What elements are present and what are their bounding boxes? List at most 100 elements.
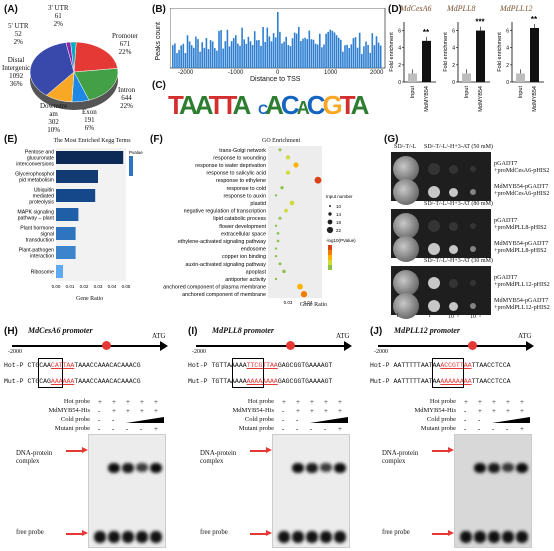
promoter-start-label: -2000 xyxy=(8,349,22,355)
complex-arrowhead xyxy=(448,447,454,453)
emsa-condition-sign: - xyxy=(98,407,101,415)
go-dot xyxy=(274,255,278,258)
free-probe-band xyxy=(108,531,120,543)
emsa-condition-sign: + xyxy=(338,407,342,415)
tss-bar xyxy=(195,36,197,68)
emsa-condition-sign: + xyxy=(310,398,314,406)
yeast-colony-spot xyxy=(470,303,476,309)
fold-ytick-label: 0 xyxy=(452,80,455,86)
go-plot-bg xyxy=(268,146,322,298)
pie-label-promoter: Promoter 671 22% xyxy=(112,32,139,56)
go-term-label: response to auxin xyxy=(223,193,266,199)
emsa-promoter-title: MdPLL12 promoter xyxy=(394,326,460,335)
emsa-condition-sign: - xyxy=(464,425,467,433)
go-dot xyxy=(314,176,322,184)
yeast-row-label: MdMYB54-pGADT7 +proMdCesA6-pHIS2 xyxy=(494,183,549,197)
go-xtick: 0.03 xyxy=(284,300,293,304)
yeast-header-1: SD/-T/-L/-H+3-AT (50 mM) xyxy=(424,144,493,150)
tss-bar xyxy=(220,30,222,68)
go-size-legend-label: 14 xyxy=(336,212,342,217)
emsa-condition-sign: + xyxy=(338,398,342,406)
tss-bar xyxy=(270,41,273,68)
yeast-label-line1: pGADT7 xyxy=(494,217,518,224)
fold-ytick-label: 6 xyxy=(452,29,455,35)
pie-label-exon: Exon 191 6% xyxy=(82,108,97,132)
hot-probe-label: Hot-P xyxy=(188,362,208,369)
yeast-label-line1: pGADT7 xyxy=(494,160,518,167)
tss-bar xyxy=(316,44,319,68)
emsa-condition-sign: - xyxy=(98,425,101,433)
tss-bar xyxy=(272,33,275,68)
tss-bar xyxy=(190,45,193,68)
tss-bar xyxy=(344,45,346,68)
atg-arrow xyxy=(344,341,352,351)
go-dot xyxy=(297,283,303,290)
emsa-condition-label: Hot probe xyxy=(63,398,90,405)
emsa-condition-sign: + xyxy=(126,407,130,415)
go-dot xyxy=(284,208,288,213)
tss-bar xyxy=(218,30,220,68)
tss-bar xyxy=(203,47,206,68)
dna-protein-complex-band xyxy=(474,463,486,473)
kegg-term-label: Glycerophosphol xyxy=(15,172,54,178)
free-probe-band xyxy=(488,531,500,543)
kegg-term-label: MAPK signaling xyxy=(17,210,54,216)
tss-bar xyxy=(180,45,182,68)
yeast-colony-spot xyxy=(428,186,440,198)
yeast-label-line2: +proMdCesA6-pHIS2 xyxy=(494,190,550,197)
kegg-bar xyxy=(56,265,63,278)
emsa-condition-sign: + xyxy=(520,425,524,433)
complex-label-line2: complex xyxy=(382,458,406,465)
go-term-label: antiporter activity xyxy=(225,277,266,283)
panel-label-b: (B) xyxy=(152,4,166,15)
fold-group-label: MdMYB54 xyxy=(424,86,430,112)
emsa-condition-label: Cold probe xyxy=(244,416,274,423)
go-dot xyxy=(300,291,308,298)
kegg-bar xyxy=(56,189,96,202)
dna-protein-complex-band xyxy=(122,463,134,473)
tss-bar xyxy=(285,36,287,68)
emsa-condition-sign: - xyxy=(478,425,481,433)
dna-protein-complex-band xyxy=(292,463,304,473)
go-dot xyxy=(274,194,278,197)
yeast-colony-spot xyxy=(470,246,476,252)
kegg-term-label: pathway – plant xyxy=(18,216,55,222)
emsa-condition-sign: - xyxy=(478,416,481,424)
tss-bar xyxy=(193,47,195,68)
free-probe-band xyxy=(150,531,162,543)
tss-bar xyxy=(245,43,248,68)
kegg-xtick: 0.01 xyxy=(66,284,75,289)
kegg-legend-gradient xyxy=(129,156,133,176)
go-term-label: response to water deprivation xyxy=(195,163,266,169)
tss-bar xyxy=(211,41,214,68)
free-probe-band xyxy=(320,531,332,543)
emsa-condition-sign: - xyxy=(140,425,143,433)
go-size-legend-label: 22 xyxy=(336,228,342,233)
emsa-condition-sign: + xyxy=(140,398,144,406)
go-color-legend-swatch xyxy=(328,260,332,265)
tss-bar xyxy=(247,36,250,68)
emsa-condition-sign: + xyxy=(296,407,300,415)
go-dot xyxy=(278,262,282,266)
pie-label-downstream: Downstre am 302 10% xyxy=(40,102,68,134)
emsa-condition-sign: + xyxy=(112,407,116,415)
fold-ytick-label: 2 xyxy=(506,63,509,69)
tss-bar xyxy=(209,40,212,68)
kegg-term-label: pid metabolism xyxy=(19,178,54,184)
tss-bar xyxy=(356,47,359,68)
emsa-condition-sign: - xyxy=(492,425,495,433)
yeast-label-line2: +proMdPLL12-pHIS2 xyxy=(494,281,550,288)
yeast-colony-control xyxy=(393,179,419,205)
emsa-condition-sign: + xyxy=(506,407,510,415)
tss-bar xyxy=(304,37,306,68)
yeast-label-line2: +proMdCesA6-pHIS2 xyxy=(494,167,550,174)
yeast-colony-spot xyxy=(449,221,458,231)
yeast-row-label: pGADT7 +proMdPLL8-pHIS2 xyxy=(494,217,547,231)
emsa-condition-sign: + xyxy=(98,398,102,406)
go-dot xyxy=(274,247,278,250)
hot-seq-motif: ACCGTTAA xyxy=(440,362,472,369)
tss-bar xyxy=(346,44,348,68)
fold-bar xyxy=(462,73,471,82)
go-xlabel: Gene Ratio xyxy=(300,302,328,308)
panel-label-j: (J) xyxy=(370,326,383,337)
